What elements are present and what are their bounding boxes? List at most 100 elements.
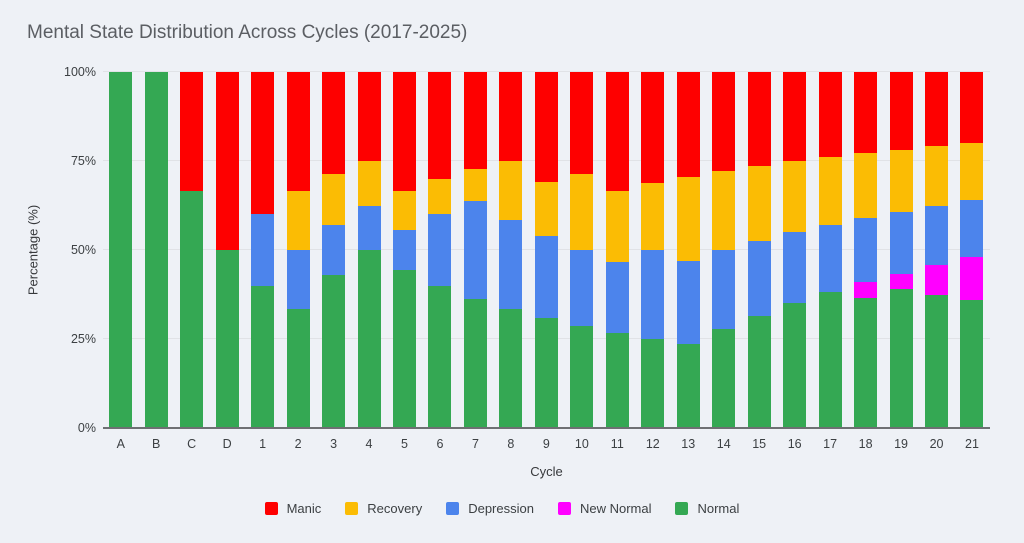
bar-segment-recovery[interactable] — [605, 190, 629, 262]
bar-segment-recovery[interactable] — [322, 173, 346, 225]
bar-segment-manic[interactable] — [783, 72, 807, 162]
bar-segment-normal[interactable] — [463, 298, 487, 428]
bar-segment-recovery[interactable] — [392, 190, 416, 231]
legend-item-manic[interactable]: Manic — [264, 501, 321, 516]
bar-segment-recovery[interactable] — [783, 161, 807, 233]
bar-segment-normal[interactable] — [357, 250, 381, 428]
bar-segment-depression[interactable] — [854, 217, 878, 283]
bar-segment-depression[interactable] — [499, 220, 523, 310]
bar-segment-depression[interactable] — [286, 250, 310, 310]
legend-item-new-normal[interactable]: New Normal — [557, 501, 651, 516]
bar-segment-normal[interactable] — [109, 72, 133, 428]
bar-segment-depression[interactable] — [960, 200, 984, 258]
bar-segment-depression[interactable] — [322, 224, 346, 276]
bar-cycle-2[interactable] — [286, 72, 310, 428]
bar-segment-normal[interactable] — [180, 190, 204, 428]
bar-segment-depression[interactable] — [641, 250, 665, 340]
bar-segment-new-normal[interactable] — [925, 264, 949, 295]
bar-segment-normal[interactable] — [392, 269, 416, 428]
bar-segment-recovery[interactable] — [712, 170, 736, 251]
bar-segment-new-normal[interactable] — [889, 273, 913, 289]
bar-segment-recovery[interactable] — [854, 152, 878, 218]
bar-segment-normal[interactable] — [676, 344, 700, 428]
bar-segment-new-normal[interactable] — [854, 282, 878, 299]
bar-segment-depression[interactable] — [783, 232, 807, 304]
bar-segment-depression[interactable] — [818, 224, 842, 293]
bar-segment-recovery[interactable] — [428, 178, 452, 215]
bar-segment-manic[interactable] — [605, 72, 629, 191]
bar-segment-recovery[interactable] — [889, 149, 913, 212]
bar-segment-normal[interactable] — [747, 315, 771, 428]
bar-segment-depression[interactable] — [925, 205, 949, 265]
bar-segment-new-normal[interactable] — [960, 257, 984, 300]
bar-cycle-6[interactable] — [428, 72, 452, 428]
bar-segment-normal[interactable] — [144, 72, 168, 428]
bar-cycle-13[interactable] — [676, 72, 700, 428]
bar-cycle-19[interactable] — [889, 72, 913, 428]
bar-segment-manic[interactable] — [676, 72, 700, 178]
bar-segment-recovery[interactable] — [463, 169, 487, 202]
bar-segment-recovery[interactable] — [925, 146, 949, 206]
bar-segment-recovery[interactable] — [960, 143, 984, 201]
bar-segment-manic[interactable] — [215, 72, 239, 250]
bar-cycle-15[interactable] — [747, 72, 771, 428]
bar-segment-manic[interactable] — [463, 72, 487, 170]
bar-segment-recovery[interactable] — [570, 173, 594, 251]
bar-cycle-11[interactable] — [605, 72, 629, 428]
bar-segment-manic[interactable] — [392, 72, 416, 191]
bar-segment-manic[interactable] — [570, 72, 594, 174]
bar-segment-manic[interactable] — [322, 71, 346, 174]
bar-segment-normal[interactable] — [570, 326, 594, 428]
bar-segment-depression[interactable] — [534, 236, 558, 319]
legend-item-recovery[interactable]: Recovery — [345, 501, 422, 516]
bar-segment-manic[interactable] — [357, 72, 381, 161]
bar-cycle-9[interactable] — [534, 71, 558, 428]
bar-segment-manic[interactable] — [499, 72, 523, 162]
bar-cycle-D[interactable] — [215, 72, 239, 428]
bar-cycle-5[interactable] — [392, 72, 416, 428]
bar-segment-normal[interactable] — [925, 294, 949, 428]
bar-cycle-10[interactable] — [570, 72, 594, 428]
bar-cycle-14[interactable] — [712, 72, 736, 428]
bar-segment-recovery[interactable] — [747, 165, 771, 241]
bar-segment-manic[interactable] — [534, 71, 558, 182]
bar-segment-depression[interactable] — [712, 250, 736, 330]
bar-segment-normal[interactable] — [783, 303, 807, 428]
bar-segment-manic[interactable] — [747, 72, 771, 166]
bar-cycle-7[interactable] — [463, 72, 487, 428]
bar-segment-depression[interactable] — [392, 230, 416, 270]
bar-segment-recovery[interactable] — [818, 157, 842, 225]
bar-segment-normal[interactable] — [605, 332, 629, 428]
bar-segment-normal[interactable] — [641, 339, 665, 428]
bar-cycle-16[interactable] — [783, 72, 807, 428]
bar-segment-depression[interactable] — [428, 214, 452, 286]
bar-segment-normal[interactable] — [215, 250, 239, 428]
bar-segment-depression[interactable] — [570, 250, 594, 327]
bar-segment-normal[interactable] — [960, 299, 984, 428]
bar-segment-normal[interactable] — [286, 309, 310, 428]
bar-cycle-18[interactable] — [854, 72, 878, 428]
bar-cycle-B[interactable] — [144, 72, 168, 428]
bar-segment-manic[interactable] — [712, 72, 736, 171]
bar-segment-normal[interactable] — [428, 285, 452, 428]
bar-segment-depression[interactable] — [605, 261, 629, 333]
bar-cycle-21[interactable] — [960, 72, 984, 428]
bar-segment-manic[interactable] — [286, 72, 310, 191]
bar-cycle-1[interactable] — [251, 72, 275, 428]
bar-segment-recovery[interactable] — [357, 161, 381, 206]
bar-segment-manic[interactable] — [854, 72, 878, 153]
bar-segment-manic[interactable] — [251, 72, 275, 215]
bar-segment-recovery[interactable] — [641, 183, 665, 251]
bar-segment-manic[interactable] — [818, 72, 842, 158]
bar-segment-manic[interactable] — [925, 72, 949, 147]
bar-segment-depression[interactable] — [463, 201, 487, 299]
bar-segment-manic[interactable] — [960, 72, 984, 144]
bar-segment-manic[interactable] — [889, 72, 913, 150]
bar-cycle-4[interactable] — [357, 72, 381, 428]
bar-cycle-A[interactable] — [109, 72, 133, 428]
bar-segment-depression[interactable] — [251, 214, 275, 286]
bar-cycle-C[interactable] — [180, 72, 204, 428]
bar-segment-depression[interactable] — [747, 240, 771, 316]
bar-segment-manic[interactable] — [641, 71, 665, 184]
legend-item-depression[interactable]: Depression — [446, 501, 534, 516]
